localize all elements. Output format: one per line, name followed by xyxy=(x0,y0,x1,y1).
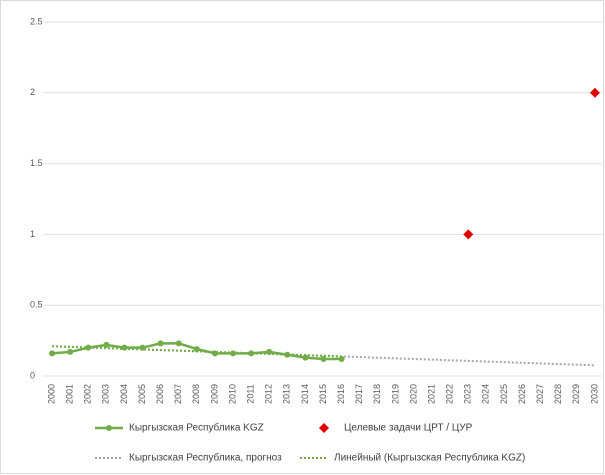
x-tick-label: 2030 xyxy=(589,384,599,404)
y-tick-label: 0 xyxy=(30,370,35,380)
data-point xyxy=(338,356,345,363)
data-point xyxy=(463,229,474,240)
x-tick-label: 2011 xyxy=(245,384,255,403)
y-tick-label: 2.5 xyxy=(30,16,43,26)
data-point xyxy=(139,344,146,351)
x-tick-label: 2016 xyxy=(336,384,346,404)
y-tick-label: 1.5 xyxy=(30,158,43,168)
legend-label: Кыргызская Республика KGZ xyxy=(129,422,264,434)
legend-marker xyxy=(106,425,112,431)
data-point xyxy=(103,341,110,348)
x-tick-label: 2029 xyxy=(571,384,581,404)
data-point xyxy=(320,356,327,363)
legend-label: Линейный (Кыргызская Республика KGZ) xyxy=(334,452,525,464)
series-line xyxy=(52,345,595,367)
legend: Кыргызская Республика KGZ Целевые задачи … xyxy=(95,422,525,464)
legend-label: Целевые задачи ЦРТ / ЦУР xyxy=(344,423,473,434)
data-point xyxy=(67,348,74,355)
data-point xyxy=(589,87,600,98)
x-tick-label: 2000 xyxy=(46,384,56,404)
y-tick-label: 1 xyxy=(30,229,35,239)
x-tick-label: 2018 xyxy=(372,384,382,404)
x-tick-label: 2003 xyxy=(101,384,111,404)
x-tick-label: 2024 xyxy=(481,384,491,404)
data-point xyxy=(284,351,291,358)
x-tick-label: 2015 xyxy=(318,384,328,404)
x-tick-label: 2008 xyxy=(191,384,201,404)
x-tick-label: 2027 xyxy=(535,384,545,404)
data-point xyxy=(266,348,273,355)
data-point xyxy=(248,350,255,357)
data-point xyxy=(193,346,200,353)
x-tick-label: 2021 xyxy=(426,384,436,404)
x-tick-label: 2022 xyxy=(445,384,455,404)
data-point xyxy=(175,340,182,347)
x-tick-label: 2010 xyxy=(227,384,237,404)
data-point xyxy=(211,350,218,357)
x-tick-label: 2019 xyxy=(390,384,400,404)
x-tick-label: 2014 xyxy=(300,384,310,404)
x-tick-label: 2013 xyxy=(282,384,292,404)
x-tick-label: 2028 xyxy=(553,384,563,404)
x-tick-label: 2006 xyxy=(155,384,165,404)
data-point xyxy=(85,344,92,351)
x-tick-label: 2001 xyxy=(65,384,75,404)
x-tick-label: 2009 xyxy=(209,384,219,404)
x-tick-label: 2025 xyxy=(499,384,509,404)
legend-marker xyxy=(319,423,329,433)
data-point xyxy=(49,350,56,357)
x-tick-label: 2012 xyxy=(264,384,274,404)
y-tick-label: 2 xyxy=(30,87,35,97)
legend-label: Кыргызская Республика, прогноз xyxy=(129,452,282,464)
data-point xyxy=(302,354,309,361)
x-tick-label: 2005 xyxy=(137,384,147,404)
x-tick-label: 2023 xyxy=(463,384,473,404)
x-tick-label: 2004 xyxy=(119,384,129,404)
x-tick-label: 2002 xyxy=(83,384,93,404)
data-point xyxy=(121,344,128,351)
data-point xyxy=(230,350,237,357)
x-tick-label: 2020 xyxy=(408,384,418,404)
x-tick-label: 2007 xyxy=(173,384,183,404)
x-tick-label: 2017 xyxy=(354,384,364,404)
y-tick-label: 0.5 xyxy=(30,300,43,310)
data-point xyxy=(157,340,164,347)
x-tick-label: 2026 xyxy=(517,384,527,404)
